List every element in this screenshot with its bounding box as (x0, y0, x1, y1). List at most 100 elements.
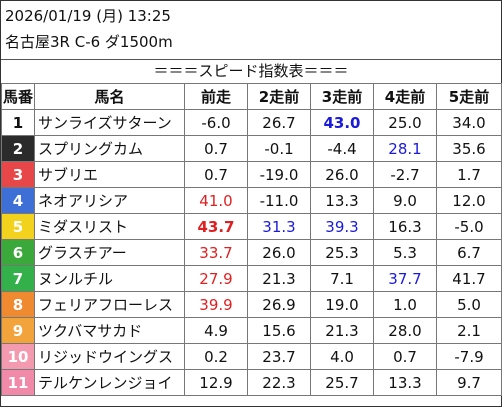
horse-name: サブリエ (34, 161, 185, 188)
table-header-row: 馬番 馬名 前走 2走前 3走前 4走前 5走前 (1, 83, 502, 110)
speed-index-cell: -6.0 (184, 109, 248, 136)
speed-index-cell: -4.4 (310, 135, 374, 162)
horse-number: 7 (1, 265, 35, 292)
horse-number: 8 (1, 291, 35, 318)
speed-index-cell: 1.0 (373, 291, 437, 318)
speed-index-cell: -0.1 (247, 135, 311, 162)
speed-index-cell: 7.1 (310, 265, 374, 292)
speed-index-cell: 41.7 (436, 265, 502, 292)
speed-index-cell: 39.9 (184, 291, 248, 318)
speed-index-cell: 4.0 (310, 343, 374, 370)
horse-name: サンライズサターン (34, 109, 185, 136)
horse-name: ヌンルチル (34, 265, 185, 292)
speed-index-cell: 1.7 (436, 161, 502, 188)
speed-index-cell: 33.7 (184, 239, 248, 266)
speed-index-cell: 22.3 (247, 369, 311, 396)
table-row: 6 グラスチアー 33.7 26.0 25.3 5.3 6.7 (1, 239, 502, 266)
column-header: 馬番 (1, 83, 35, 110)
speed-index-cell: 2.1 (436, 317, 502, 344)
speed-index-cell: -7.9 (436, 343, 502, 370)
speed-index-cell: 35.6 (436, 135, 502, 162)
horse-number: 6 (1, 239, 35, 266)
speed-index-table: 馬番 馬名 前走 2走前 3走前 4走前 5走前 1 サンライズサターン -6.0 2… (1, 83, 502, 396)
speed-index-cell: 28.0 (373, 317, 437, 344)
column-header: 2走前 (247, 83, 311, 110)
speed-index-cell: 21.3 (247, 265, 311, 292)
horse-name: テルケンレンジョイ (34, 369, 185, 396)
speed-index-cell: 5.3 (373, 239, 437, 266)
speed-index-cell: 0.7 (184, 135, 248, 162)
speed-index-cell: 43.7 (184, 213, 248, 240)
speed-index-cell: 43.0 (310, 109, 374, 136)
horse-name: ミダスリスト (34, 213, 185, 240)
race-datetime: 2026/01/19 (月) 13:25 (5, 7, 171, 25)
speed-index-cell: -11.0 (247, 187, 311, 214)
speed-index-cell: 12.9 (184, 369, 248, 396)
horse-number: 10 (1, 343, 35, 370)
horse-name: リジッドウイングス (34, 343, 185, 370)
speed-index-cell: 9.0 (373, 187, 437, 214)
horse-number: 9 (1, 317, 35, 344)
speed-index-cell: 9.7 (436, 369, 502, 396)
speed-index-cell: 26.7 (247, 109, 311, 136)
column-header: 3走前 (310, 83, 374, 110)
horse-name: スプリングカム (34, 135, 185, 162)
speed-index-cell: 21.3 (310, 317, 374, 344)
speed-index-cell: 26.0 (247, 239, 311, 266)
table-row: 5 ミダスリスト 43.7 31.3 39.3 16.3 -5.0 (1, 213, 502, 240)
speed-index-cell: 37.7 (373, 265, 437, 292)
horse-name: フェリアフローレス (34, 291, 185, 318)
table-row: 3 サブリエ 0.7 -19.0 26.0 -2.7 1.7 (1, 161, 502, 188)
speed-index-cell: 13.3 (373, 369, 437, 396)
speed-index-cell: 23.7 (247, 343, 311, 370)
horse-number: 1 (1, 109, 35, 136)
table-row: 4 ネオアリシア 41.0 -11.0 13.3 9.0 12.0 (1, 187, 502, 214)
speed-index-cell: 6.7 (436, 239, 502, 266)
horse-name: ネオアリシア (34, 187, 185, 214)
table-row: 10 リジッドウイングス 0.2 23.7 4.0 0.7 -7.9 (1, 343, 502, 370)
speed-index-cell: 19.0 (310, 291, 374, 318)
speed-index-cell: 13.3 (310, 187, 374, 214)
speed-index-cell: 15.6 (247, 317, 311, 344)
speed-index-cell: 0.2 (184, 343, 248, 370)
speed-index-cell: 28.1 (373, 135, 437, 162)
horse-number: 2 (1, 135, 35, 162)
race-info: 名古屋3R C-6 ダ1500m (5, 33, 173, 51)
column-header: 4走前 (373, 83, 437, 110)
table-row: 9 ツクバマサカド 4.9 15.6 21.3 28.0 2.1 (1, 317, 502, 344)
speed-index-cell: 4.9 (184, 317, 248, 344)
speed-index-cell: 26.0 (310, 161, 374, 188)
horse-name: グラスチアー (34, 239, 185, 266)
speed-index-cell: 41.0 (184, 187, 248, 214)
column-header: 5走前 (436, 83, 502, 110)
speed-index-cell: 26.9 (247, 291, 311, 318)
table-row: 8 フェリアフローレス 39.9 26.9 19.0 1.0 5.0 (1, 291, 502, 318)
table-row: 1 サンライズサターン -6.0 26.7 43.0 25.0 34.0 (1, 109, 502, 136)
speed-index-cell: -5.0 (436, 213, 502, 240)
table-title: ＝＝＝スピード指数表＝＝＝ (1, 59, 501, 84)
speed-index-cell: -19.0 (247, 161, 311, 188)
speed-index-cell: 39.3 (310, 213, 374, 240)
speed-index-cell: 25.3 (310, 239, 374, 266)
speed-index-cell: 5.0 (436, 291, 502, 318)
column-header: 前走 (184, 83, 248, 110)
table-row: 2 スプリングカム 0.7 -0.1 -4.4 28.1 35.6 (1, 135, 502, 162)
speed-index-cell: 12.0 (436, 187, 502, 214)
speed-index-cell: 16.3 (373, 213, 437, 240)
speed-index-cell: 0.7 (184, 161, 248, 188)
horse-number: 5 (1, 213, 35, 240)
speed-index-cell: 31.3 (247, 213, 311, 240)
horse-number: 3 (1, 161, 35, 188)
horse-number: 4 (1, 187, 35, 214)
speed-index-cell: -2.7 (373, 161, 437, 188)
speed-index-cell: 0.7 (373, 343, 437, 370)
horse-name: ツクバマサカド (34, 317, 185, 344)
horse-number: 11 (1, 369, 35, 396)
column-header: 馬名 (34, 83, 185, 110)
speed-index-cell: 27.9 (184, 265, 248, 292)
table-row: 7 ヌンルチル 27.9 21.3 7.1 37.7 41.7 (1, 265, 502, 292)
table-row: 11 テルケンレンジョイ 12.9 22.3 25.7 13.3 9.7 (1, 369, 502, 396)
speed-index-cell: 25.7 (310, 369, 374, 396)
speed-index-cell: 25.0 (373, 109, 437, 136)
